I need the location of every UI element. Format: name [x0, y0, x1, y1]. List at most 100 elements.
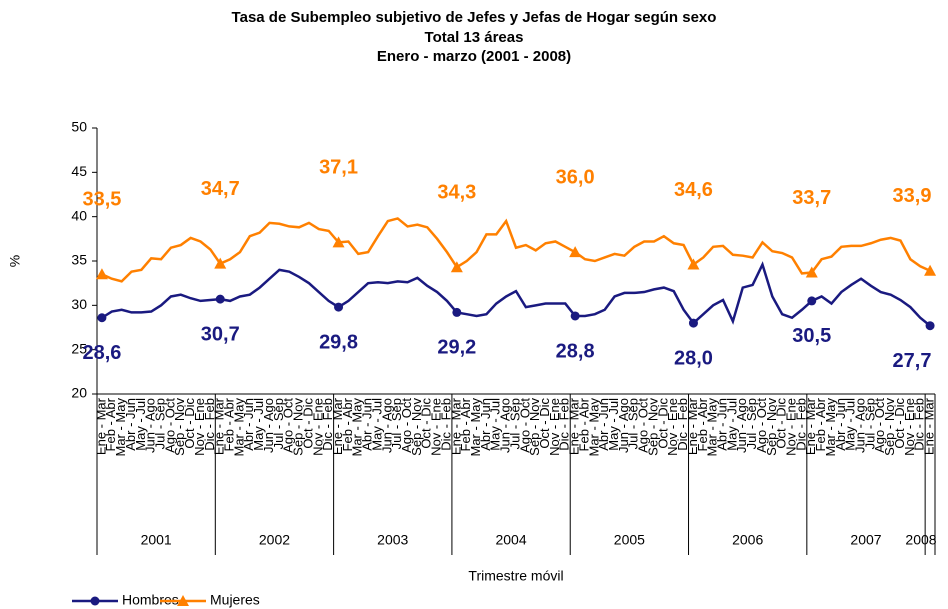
x-tick-label: Mar - May	[113, 398, 128, 457]
year-label: 2007	[850, 532, 881, 548]
x-tick-label: Jun - Ago	[143, 398, 158, 453]
x-tick-label: Oct - Dic	[892, 398, 907, 449]
x-tick-label: Jul - Sep	[744, 398, 759, 449]
x-tick-label: Dic - Feb	[557, 398, 572, 451]
data-label: 28,8	[556, 340, 595, 362]
x-tick-label: Jun - Ago	[379, 398, 394, 453]
x-tick-label: Mar - May	[705, 398, 720, 457]
x-tick-label: Sep - Nov	[882, 398, 897, 456]
x-tick-label: Jun - Ago	[734, 398, 749, 453]
x-tick-label: Abr - Jun	[123, 398, 138, 451]
marker	[450, 261, 463, 273]
data-label: 36,0	[556, 166, 595, 188]
marker	[332, 236, 345, 248]
x-tick-label: Sep - Nov	[764, 398, 779, 456]
data-label: 27,7	[893, 350, 932, 372]
x-tick-label: Oct - Dic	[537, 398, 552, 449]
x-tick-label: Abr - Jun	[596, 398, 611, 451]
x-tick-label: Nov - Ene	[547, 398, 562, 456]
x-tick-label: Oct - Dic	[655, 398, 670, 449]
data-label: 33,7	[792, 187, 831, 209]
x-tick-label: Ago - Oct	[517, 398, 532, 453]
y-tick-label: 50	[71, 119, 87, 135]
y-tick-label: 35	[71, 252, 87, 268]
y-tick-label: 45	[71, 163, 87, 179]
x-tick-label: Jun - Ago	[852, 398, 867, 453]
marker	[215, 294, 225, 304]
x-tick-label: Dic - Feb	[793, 398, 808, 451]
series-line	[101, 261, 931, 327]
x-tick-label: Jun - Ago	[261, 398, 276, 453]
x-tick-label: Nov - Ene	[665, 398, 680, 456]
x-tick-label: Ene - Mar	[922, 397, 937, 455]
marker	[687, 258, 700, 270]
year-label: 2005	[614, 532, 645, 548]
series-line	[101, 217, 931, 283]
x-tick-label: Feb - Abr	[576, 397, 591, 451]
x-tick-label: Mar - May	[586, 398, 601, 457]
x-tick-label: May - Jul	[251, 398, 266, 451]
x-tick-label: Sep - Nov	[409, 398, 424, 456]
year-label: 2002	[259, 532, 290, 548]
x-tick-label: Jun - Ago	[616, 398, 631, 453]
x-tick-label: Abr - Jun	[714, 398, 729, 451]
x-tick-label: Jul - Sep	[271, 398, 286, 449]
x-tick-label: Nov - Ene	[429, 398, 444, 456]
chart-subtitle: Total 13 áreas	[425, 29, 524, 46]
x-tick-label: Mar - May	[231, 398, 246, 457]
marker	[688, 318, 698, 328]
marker	[177, 595, 189, 606]
x-tick-label: Feb - Abr	[222, 397, 237, 451]
x-tick-label: Nov - Ene	[783, 398, 798, 456]
data-label: 29,8	[319, 331, 358, 353]
x-tick-label: May - Jul	[133, 398, 148, 451]
x-tick-label: Jun - Ago	[498, 398, 513, 453]
x-tick-label: Dic - Feb	[320, 398, 335, 451]
y-tick-label: 30	[71, 296, 87, 312]
x-tick-label: May - Jul	[606, 398, 621, 451]
x-tick-label: Ago - Oct	[636, 398, 651, 453]
data-label: 37,1	[319, 157, 358, 179]
marker	[334, 302, 344, 312]
year-label: 2004	[495, 532, 526, 548]
marker	[805, 266, 818, 278]
year-label: 2006	[732, 532, 763, 548]
legend-label: Mujeres	[210, 592, 260, 608]
x-tick-label: Feb - Abr	[458, 397, 473, 451]
x-tick-label: Abr - Jun	[360, 398, 375, 451]
x-tick-label: Oct - Dic	[774, 398, 789, 449]
marker	[570, 311, 580, 321]
chart-period: Enero - marzo (2001 - 2008)	[377, 48, 571, 65]
marker	[95, 268, 108, 280]
data-label: 34,6	[674, 179, 713, 201]
marker	[925, 321, 935, 331]
x-tick-label: Ago - Oct	[754, 398, 769, 453]
x-tick-label: May - Jul	[488, 398, 503, 451]
data-label: 34,3	[437, 181, 476, 203]
marker	[97, 313, 107, 323]
x-tick-label: Mar - May	[350, 398, 365, 457]
x-tick-label: Nov - Ene	[310, 398, 325, 456]
x-tick-label: Jul - Sep	[862, 398, 877, 449]
x-tick-label: Sep - Nov	[645, 398, 660, 456]
legend-label: Hombres	[122, 592, 179, 608]
x-tick-label: Dic - Feb	[438, 398, 453, 451]
year-label: 2008	[905, 532, 936, 548]
x-tick-label: Feb - Abr	[813, 397, 828, 451]
data-label: 33,5	[82, 189, 121, 211]
x-tick-label: May - Jul	[724, 398, 739, 451]
marker	[214, 257, 227, 269]
x-tick-label: Abr - Jun	[478, 398, 493, 451]
x-tick-label: Oct - Dic	[419, 398, 434, 449]
data-label: 29,2	[437, 337, 476, 359]
data-label: 34,7	[201, 178, 240, 200]
y-tick-label: 40	[71, 207, 87, 223]
x-tick-label: Ago - Oct	[872, 398, 887, 453]
year-label: 2003	[377, 532, 408, 548]
x-tick-label: May - Jul	[369, 398, 384, 451]
y-axis-title: %	[7, 255, 23, 267]
x-tick-label: Dic - Feb	[675, 398, 690, 451]
marker	[452, 307, 462, 317]
x-tick-label: Feb - Abr	[340, 397, 355, 451]
data-label: 30,5	[792, 325, 831, 347]
